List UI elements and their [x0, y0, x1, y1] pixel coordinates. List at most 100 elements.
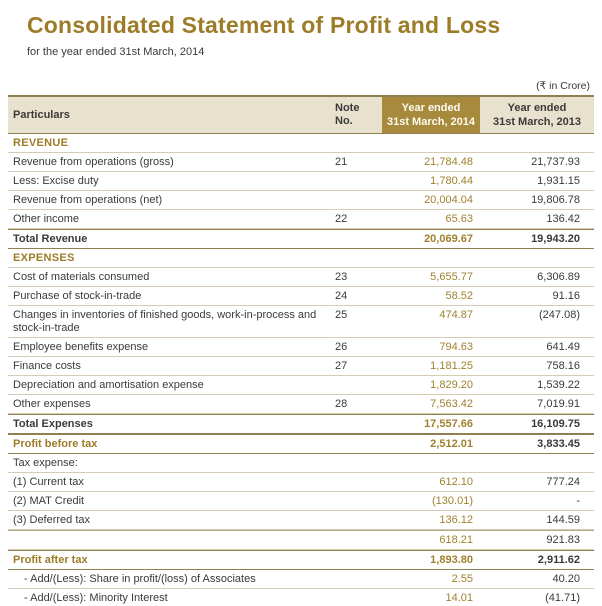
table-row: Tax expense: [8, 454, 594, 473]
row-value-2014: 5,655.77 [430, 270, 473, 283]
row-value-2013 [480, 454, 594, 472]
row-value-2013: 144.59 [546, 513, 580, 526]
row-value-2014: 65.63 [445, 212, 473, 225]
row-note-no [326, 376, 382, 394]
row-value-2014: 17,557.66 [424, 417, 473, 430]
table-row: 618.21 921.83 [8, 530, 594, 550]
row-value-2014: 58.52 [445, 289, 473, 302]
table-row: Finance costs 27 1,181.25 758.16 [8, 357, 594, 376]
row-particulars: Total Revenue [13, 232, 88, 245]
row-value-2014: 1,829.20 [430, 378, 473, 391]
table-row: (3) Deferred tax 136.12 144.59 [8, 511, 594, 530]
row-note-no: 26 [335, 340, 348, 353]
row-value-2013: 758.16 [546, 359, 580, 372]
row-value-2013: 777.24 [546, 475, 580, 488]
row-value-2013: 91.16 [552, 289, 580, 302]
row-value-2013: 21,737.93 [531, 155, 580, 168]
row-value-2014 [382, 249, 480, 267]
header-note-no: Note No. [335, 102, 360, 127]
row-value-2013: 19,943.20 [531, 232, 580, 245]
row-particulars: Depreciation and amortisation expense [13, 378, 204, 391]
row-value-2013: (247.08) [539, 308, 580, 321]
row-particulars: Profit after tax [13, 553, 88, 566]
row-note-no: 24 [335, 289, 348, 302]
row-note-no [326, 492, 382, 510]
header-year-ended-2014: Year ended 31st March, 2014 [382, 97, 480, 133]
row-particulars: Less: Excise duty [13, 174, 99, 187]
header-year-ended-2013-line1: Year ended [507, 102, 567, 114]
row-value-2014: 20,069.67 [424, 232, 473, 245]
row-value-2014: 618.21 [439, 533, 473, 546]
row-particulars: Revenue from operations (net) [13, 193, 163, 206]
row-note-no [326, 415, 382, 433]
row-value-2014: 20,004.04 [424, 193, 473, 206]
table-row: Changes in inventories of finished goods… [8, 306, 594, 338]
row-value-2014: 1,780.44 [430, 174, 473, 187]
row-value-2013: 2,911.62 [537, 553, 580, 566]
table-row: Total Expenses 17,557.66 16,109.75 [8, 414, 594, 434]
row-particulars [8, 531, 326, 549]
table-row: Profit before tax 2,512.01 3,833.45 [8, 434, 594, 454]
row-particulars: - Add/(Less): Share in profit/(loss) of … [24, 572, 256, 585]
row-particulars: Revenue from operations (gross) [13, 155, 174, 168]
table-header-row: Particulars Note No. Year ended 31st Mar… [8, 97, 594, 134]
row-value-2013: 3,833.45 [537, 437, 580, 450]
row-particulars: (1) Current tax [13, 475, 84, 488]
table-row: - Add/(Less): Share in profit/(loss) of … [8, 570, 594, 589]
table-row: Other expenses 28 7,563.42 7,019.91 [8, 395, 594, 414]
row-particulars: - Add/(Less): Minority Interest [24, 591, 168, 604]
row-note-no: 28 [335, 397, 348, 410]
row-value-2014: 7,563.42 [430, 397, 473, 410]
table-row: Other income 22 65.63 136.42 [8, 210, 594, 229]
row-note-no: 25 [335, 308, 348, 321]
row-value-2014 [382, 134, 480, 152]
row-note-no: 27 [335, 359, 348, 372]
table-row: Revenue from operations (gross) 21 21,784.… [8, 153, 594, 172]
row-note-no [326, 435, 382, 453]
row-note-no [326, 589, 382, 606]
table-row: REVENUE [8, 134, 594, 153]
header-year-ended-2013-line2: 31st March, 2013 [492, 116, 582, 128]
row-note-no: 21 [335, 155, 348, 168]
header-year-ended-2013: Year ended 31st March, 2013 [480, 97, 594, 133]
row-note-no [326, 249, 382, 267]
row-particulars: Total Expenses [13, 417, 93, 430]
row-particulars: Tax expense: [13, 456, 78, 469]
row-value-2013 [480, 134, 594, 152]
row-value-2013 [480, 249, 594, 267]
row-particulars: REVENUE [13, 136, 69, 149]
row-value-2013: (41.71) [545, 591, 580, 604]
table-row: Total Revenue 20,069.67 19,943.20 [8, 229, 594, 249]
row-note-no [326, 473, 382, 491]
row-note-no: 22 [335, 212, 348, 225]
table-row: Depreciation and amortisation expense 1,8… [8, 376, 594, 395]
row-particulars: Changes in inventories of finished goods… [13, 308, 317, 334]
table-row: Revenue from operations (net) 20,004.04 19… [8, 191, 594, 210]
currency-note: (₹ in Crore) [536, 80, 590, 92]
header-year-ended-2014-line2: 31st March, 2014 [386, 116, 476, 128]
row-note-no [326, 191, 382, 209]
row-particulars: EXPENSES [13, 251, 75, 264]
row-particulars: (3) Deferred tax [13, 513, 91, 526]
row-particulars: Finance costs [13, 359, 81, 372]
row-value-2013: 19,806.78 [531, 193, 580, 206]
row-value-2013: 1,539.22 [537, 378, 580, 391]
row-value-2013: 40.20 [552, 572, 580, 585]
table-row: Employee benefits expense 26 794.63 641.49 [8, 338, 594, 357]
row-particulars: Employee benefits expense [13, 340, 149, 353]
row-value-2014 [382, 454, 480, 472]
row-value-2014: 1,181.25 [430, 359, 473, 372]
table-row: EXPENSES [8, 249, 594, 268]
row-value-2014: 612.10 [439, 475, 473, 488]
row-value-2014: 136.12 [439, 513, 473, 526]
row-value-2013: 6,306.89 [537, 270, 580, 283]
row-particulars: Cost of materials consumed [13, 270, 150, 283]
row-value-2014: 794.63 [439, 340, 473, 353]
row-value-2014: (130.01) [432, 494, 473, 507]
row-value-2014: 14.01 [445, 591, 473, 604]
row-particulars: Other expenses [13, 397, 91, 410]
row-value-2013: 1,931.15 [537, 174, 580, 187]
row-value-2013: 136.42 [546, 212, 580, 225]
row-note-no [326, 454, 382, 472]
